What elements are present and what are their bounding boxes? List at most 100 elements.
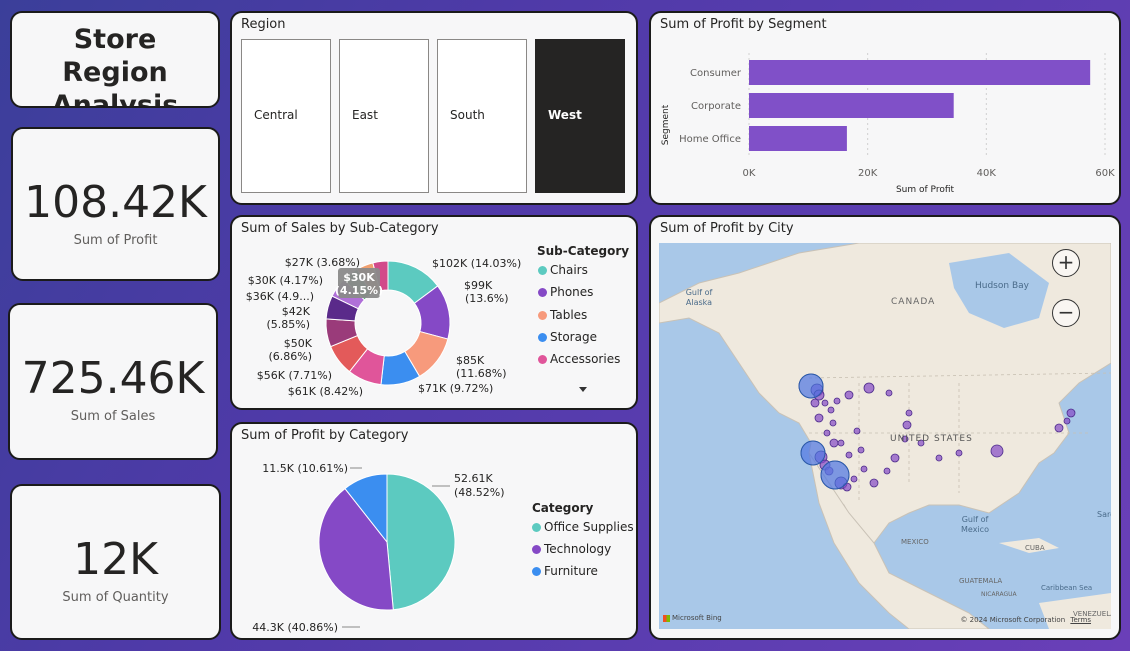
segment-bar-svg: 0K 20K 40K 60K Consumer Corporate Home Office… [661, 53, 1115, 195]
x-tick-label: 40K [977, 168, 997, 179]
city-bubble[interactable] [1063, 417, 1071, 425]
city-bubble[interactable] [863, 382, 875, 394]
terms-link[interactable]: Terms [1070, 616, 1091, 624]
slice-label: $56K (7.71%) [257, 369, 332, 382]
city-bubble[interactable] [869, 478, 879, 488]
kpi-card-quantity: 12K Sum of Quantity [10, 484, 221, 640]
region-tile-central[interactable]: Central [241, 39, 331, 193]
segment-profit-chart: Sum of Profit by Segment 0K 20K 40K 60K Con… [649, 11, 1121, 205]
legend-marker [532, 545, 541, 554]
slice-label: (13.6%) [465, 292, 509, 305]
city-bubble[interactable] [853, 427, 861, 435]
legend-scroll-down-icon[interactable] [579, 387, 587, 392]
legend-item-tables[interactable]: Tables [538, 308, 587, 322]
region-tile-south[interactable]: South [437, 39, 527, 193]
city-bubble[interactable] [857, 446, 865, 454]
city-bubble[interactable] [844, 390, 854, 400]
segment-bar[interactable] [749, 60, 1091, 85]
bing-logo: Microsoft Bing [663, 614, 722, 622]
city-bubble[interactable] [829, 419, 837, 427]
legend-marker [538, 333, 547, 342]
city-bubble[interactable] [905, 409, 913, 417]
x-tick-label: 60K [1095, 168, 1115, 179]
slice-label: (6.86%) [268, 350, 312, 363]
city-bubble[interactable] [885, 389, 893, 397]
category-label: Consumer [690, 68, 742, 79]
region-tile-east[interactable]: East [339, 39, 429, 193]
city-bubble[interactable] [901, 435, 909, 443]
city-bubble-highlight[interactable] [800, 440, 826, 466]
legend-item-office-supplies[interactable]: Office Supplies [532, 520, 634, 534]
chart-title: Sum of Profit by Category [241, 428, 409, 443]
place-label: NICARAGUA [981, 591, 1017, 598]
legend-item-accessories[interactable]: Accessories [538, 352, 620, 366]
slice-label: (11.68%) [456, 367, 507, 380]
city-bubble[interactable] [827, 406, 835, 414]
city-bubble[interactable] [883, 467, 891, 475]
chart-title: Sum of Profit by Segment [660, 17, 827, 32]
report-title: Store Region Analysis [51, 24, 179, 108]
map-canvas[interactable]: Hudson Bay Gulf of Alaska CANADA UNITED … [659, 243, 1111, 629]
kpi-value: 725.46K [21, 353, 205, 404]
legend-label: Phones [550, 285, 594, 299]
slice-label: $99K [464, 279, 493, 292]
legend-item-technology[interactable]: Technology [532, 542, 611, 556]
pie-slice[interactable] [318, 487, 394, 611]
city-bubble[interactable] [829, 438, 839, 448]
city-bubble[interactable] [823, 429, 831, 437]
slice-label: 52.61K [454, 472, 493, 485]
city-bubble[interactable] [850, 475, 858, 483]
city-bubble[interactable] [860, 465, 868, 473]
slice-label: (48.52%) [454, 486, 505, 499]
legend-item-phones[interactable]: Phones [538, 285, 593, 299]
pie-slice[interactable] [386, 473, 456, 611]
city-bubble[interactable] [810, 398, 820, 408]
city-bubble[interactable] [935, 454, 943, 462]
hover-tooltip: $30K (4.15%) [335, 268, 383, 298]
city-bubble[interactable] [902, 420, 912, 430]
city-bubble[interactable] [955, 449, 963, 457]
attribution-text: © 2024 Microsoft Corporation [960, 616, 1066, 624]
legend-label: Chairs [550, 263, 588, 277]
city-bubble[interactable] [814, 413, 824, 423]
city-bubble[interactable] [1054, 423, 1064, 433]
slice-label: $36K (4.9...) [246, 290, 314, 303]
place-label: CANADA [891, 297, 936, 307]
city-bubble-highlight[interactable] [798, 373, 824, 399]
tile-label: East [352, 108, 378, 122]
segment-bar[interactable] [749, 126, 847, 151]
city-bubble[interactable] [917, 439, 925, 447]
slice-label: $30K (4.17%) [248, 274, 323, 287]
profit-axis-title: Sum of Profit [896, 185, 955, 195]
legend-label: Storage [550, 330, 597, 344]
slicer-title: Region [241, 17, 286, 32]
city-bubble[interactable] [890, 453, 900, 463]
zoom-out-button[interactable]: − [1052, 299, 1080, 327]
place-label: Caribbean Sea [1041, 584, 1093, 592]
place-label: UNITED STATES [890, 434, 973, 444]
city-bubble[interactable] [821, 399, 829, 407]
city-bubble[interactable] [845, 451, 853, 459]
kpi-card-profit: 108.42K Sum of Profit [11, 127, 220, 281]
legend-label: Technology [544, 542, 612, 556]
zoom-in-button[interactable]: + [1052, 249, 1080, 277]
pie-slice[interactable] [344, 473, 388, 544]
segment-bar[interactable] [749, 93, 954, 118]
legend-marker [532, 523, 541, 532]
legend-item-chairs[interactable]: Chairs [538, 263, 588, 277]
city-bubble[interactable] [1066, 408, 1076, 418]
city-bubble-highlight[interactable] [820, 460, 850, 490]
south-america [1039, 593, 1111, 629]
slice-label: $50K [284, 337, 313, 350]
place-label: CUBA [1025, 544, 1045, 552]
legend-item-furniture[interactable]: Furniture [532, 564, 598, 578]
city-bubble[interactable] [833, 397, 841, 405]
city-bubble[interactable] [990, 444, 1004, 458]
kpi-label: Sum of Sales [70, 409, 156, 424]
kpi-label: Sum of Profit [73, 233, 158, 248]
slice-label: $61K (8.42%) [288, 385, 363, 398]
legend-item-storage[interactable]: Storage [538, 330, 597, 344]
place-label: Hudson Bay [975, 281, 1029, 291]
region-tile-west[interactable]: West [535, 39, 625, 193]
city-bubble[interactable] [837, 439, 845, 447]
